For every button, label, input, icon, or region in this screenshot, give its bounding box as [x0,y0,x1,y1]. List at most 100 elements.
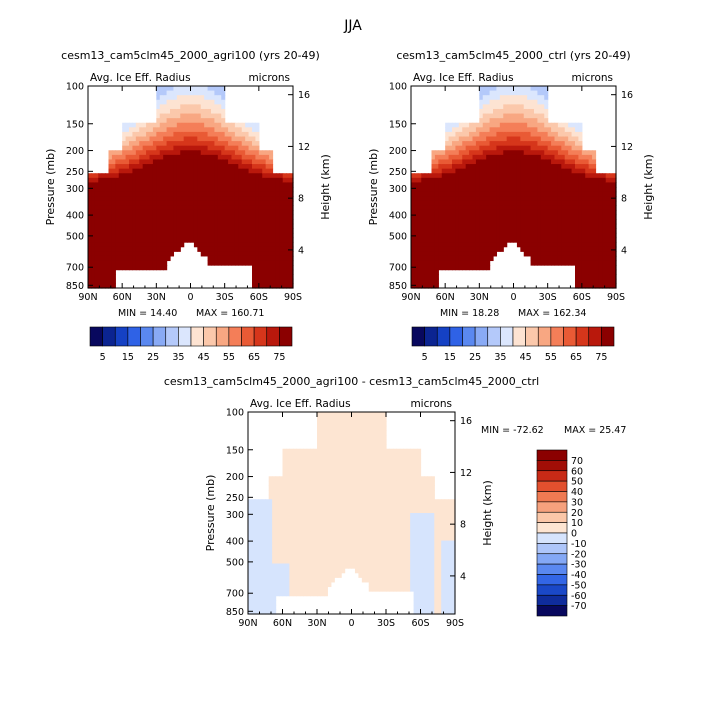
field-cell [275,251,280,257]
field-cell [303,467,308,473]
field-cell [344,412,349,418]
field-cell [564,150,569,156]
field-cell [530,209,535,216]
field-cell [598,228,603,234]
field-cell [612,214,617,220]
field-cell [475,159,480,165]
field-cell [445,219,450,225]
field-cell [221,141,226,147]
field-cell [231,237,236,243]
field-cell [252,214,257,220]
field-cell [551,260,556,266]
field-cell [279,513,284,519]
field-cell [351,448,356,454]
field-cell [465,242,470,248]
field-cell [320,586,325,592]
field-cell [330,480,335,487]
field-cell [581,269,586,275]
field-cell [261,513,266,519]
field-cell [452,131,457,138]
field-cell [204,159,209,165]
field-cell [248,531,253,537]
field-cell [469,127,474,133]
field-cell [609,228,614,234]
field-cell [334,457,339,464]
field-cell [101,278,106,285]
field-cell [486,265,491,271]
field-cell [424,274,429,280]
field-cell [108,242,113,248]
field-cell [317,508,322,514]
field-cell [506,113,511,119]
field-cell [193,159,198,165]
field-cell [190,232,195,239]
field-cell [105,255,110,262]
field-cell [149,242,154,248]
field-cell [554,187,559,193]
field-cell [568,127,573,133]
field-cell [334,471,339,477]
field-cell [486,150,491,156]
field-cell [534,260,539,266]
field-cell [612,269,617,275]
field-cell [534,136,539,142]
field-cell [330,535,335,542]
field-cell [323,581,328,588]
field-cell [282,572,287,578]
field-cell [207,191,212,197]
field-cell [214,150,219,156]
field-cell [564,127,569,133]
field-cell [251,604,256,611]
field-cell [285,540,290,546]
field-cell [180,104,185,110]
field-cell [272,228,277,234]
field-cell [275,577,280,583]
field-cell [341,471,346,477]
field-cell [98,173,103,179]
field-cell [265,526,270,532]
field-cell [493,131,498,138]
field-cell [262,223,267,229]
field-cell [269,278,274,285]
field-cell [190,228,195,234]
field-cell [428,182,433,188]
field-cell [214,182,219,188]
field-cell [254,577,259,583]
field-cell [238,122,243,128]
field-cell [108,214,113,220]
field-cell [561,260,566,266]
field-cell [135,223,140,229]
field-cell [330,531,335,537]
field-cell [149,205,154,211]
field-cell [489,214,494,220]
field-cell [496,205,501,211]
field-cell [289,485,294,491]
field-cell [296,453,301,459]
field-cell [348,462,353,468]
field-cell [139,237,144,243]
field-cell [248,209,253,216]
field-cell [602,228,607,234]
field-cell [598,274,603,280]
field-cell [248,586,253,592]
field-cell [265,177,270,184]
field-cell [534,223,539,229]
field-cell [139,265,144,271]
field-cell [176,104,181,110]
field-cell [139,164,144,170]
field-cell [486,168,491,174]
field-cell [578,131,583,138]
field-cell [94,265,99,271]
field-cell [469,214,474,220]
field-cell [262,164,267,170]
field-cell [214,196,219,202]
field-cell [91,228,96,234]
field-cell [275,219,280,225]
field-cell [289,558,294,565]
field-cell [411,237,416,243]
field-cell [455,223,460,229]
field-cell [441,214,446,220]
field-cell [292,448,297,454]
field-cell [598,278,603,285]
field-cell [255,122,260,128]
